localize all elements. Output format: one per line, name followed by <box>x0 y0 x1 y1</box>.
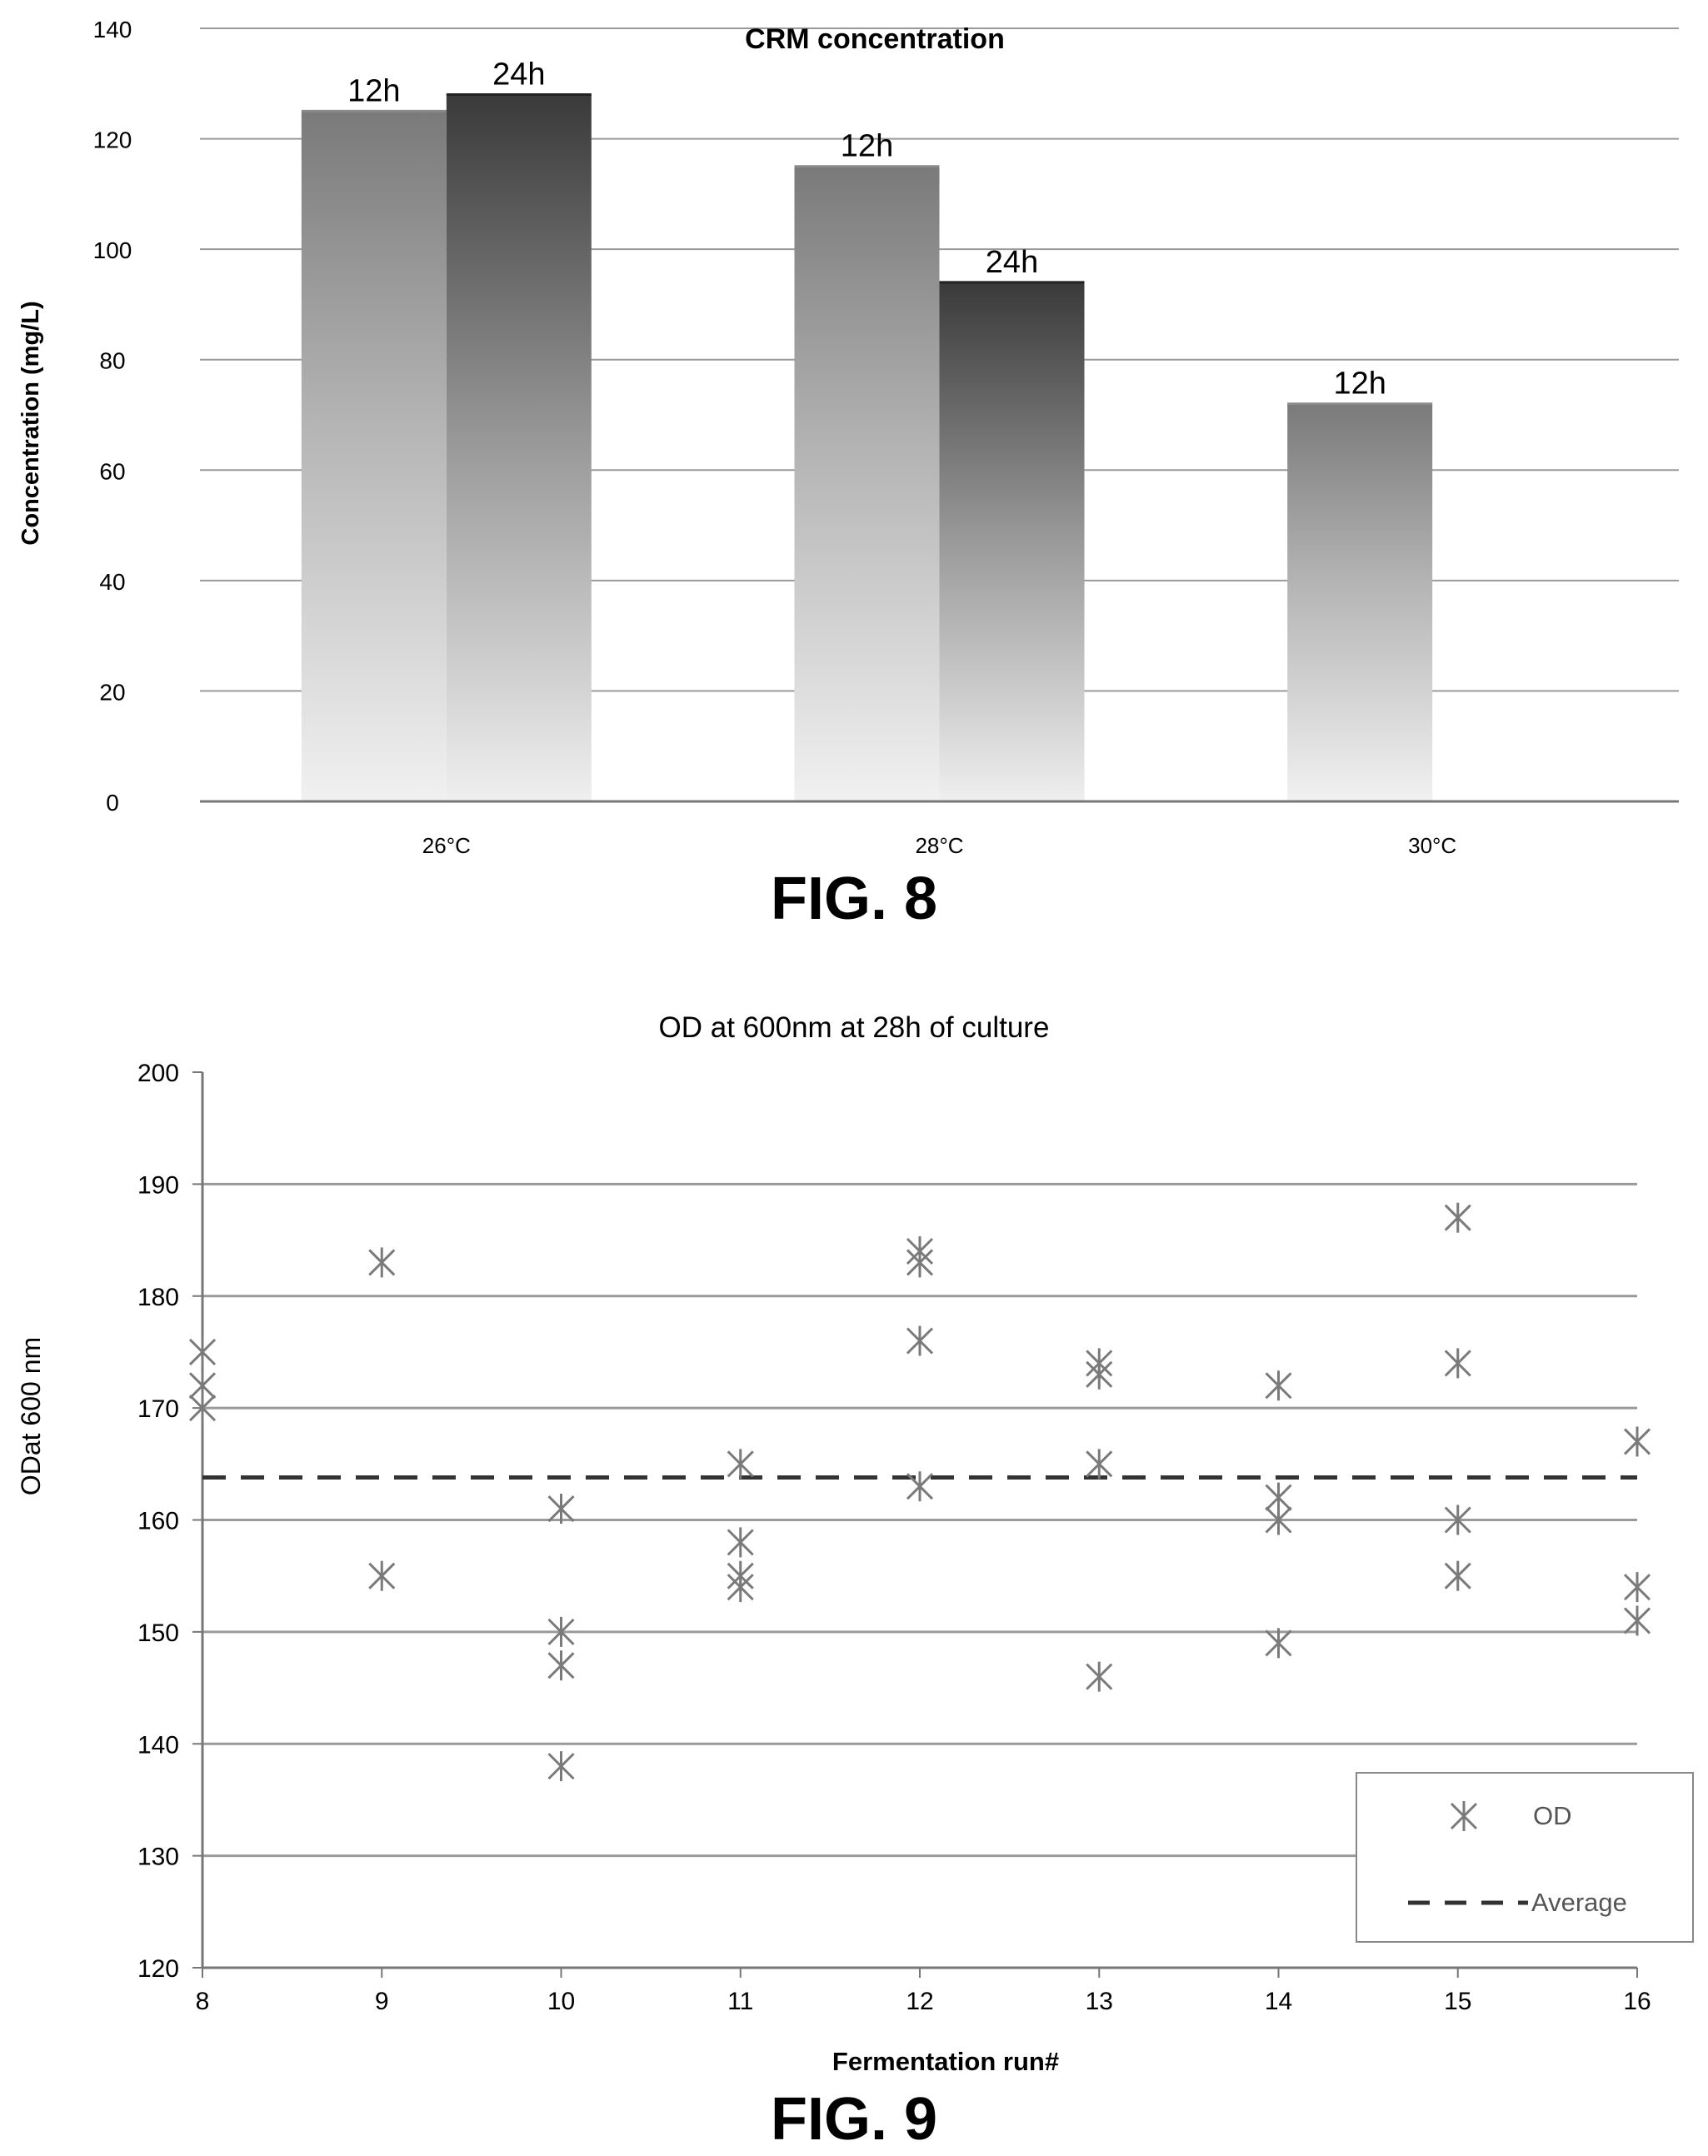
y-tick-label: 180 <box>137 1284 179 1311</box>
bar-chart-title: CRM concentration <box>745 23 1005 55</box>
y-tick-label: 170 <box>137 1395 179 1423</box>
bar <box>1287 403 1433 801</box>
od-point <box>1444 1348 1471 1379</box>
y-tick-label: 150 <box>137 1619 179 1647</box>
od-point <box>1444 1202 1471 1233</box>
od-point <box>547 1650 575 1681</box>
od-point <box>906 1471 934 1502</box>
bar-chart-axes: 0 20 40 60 80 100 120 140 26°C 28°C 30°C <box>93 17 1679 858</box>
od-point <box>727 1527 754 1558</box>
od-point <box>368 1560 396 1591</box>
bar-data-label: 24h <box>986 245 1038 280</box>
bar-data-label: 24h <box>492 57 545 92</box>
od-point <box>188 1336 217 1367</box>
y-tick-label: 140 <box>93 17 132 42</box>
od-point <box>1623 1572 1651 1603</box>
od-point <box>547 1751 575 1782</box>
od-point <box>368 1247 396 1278</box>
x-tick-label: 12 <box>906 1988 933 2015</box>
x-tick-label: 14 <box>1265 1988 1292 2015</box>
od-point <box>906 1325 934 1356</box>
figure-label-9: FIG. 9 <box>771 2086 937 2153</box>
scatter-chart: 120 130 140 150 160 170 180 190 200 8 9 10 11 12 13 14 1… <box>16 1011 1694 2153</box>
x-tick-label: 9 <box>375 1988 389 2015</box>
od-point <box>727 1449 754 1480</box>
bar-data-label: 12h <box>347 73 400 108</box>
od-point <box>1444 1560 1471 1591</box>
scatter-chart-y-axis-label: ODat 600 nm <box>16 1337 46 1495</box>
x-tick-label: 15 <box>1444 1988 1471 2015</box>
legend-box <box>1356 1772 1694 1943</box>
x-tick-label: 11 <box>727 1988 753 2015</box>
y-tick-label: 200 <box>137 1060 179 1087</box>
od-point <box>1086 1359 1113 1390</box>
x-tick-label: 13 <box>1086 1988 1113 2015</box>
legend-od-marker-shape <box>1450 1801 1478 1831</box>
x-tick-label: 28°C <box>915 833 963 858</box>
y-tick-label: 80 <box>99 348 125 374</box>
bar-data-label: 12h <box>1333 367 1386 402</box>
bar-chart-y-axis-label: Concentration (mg/L) <box>17 301 44 545</box>
scatter-chart-legend: OD Average <box>1356 1772 1694 1943</box>
od-point <box>547 1616 575 1647</box>
scatter-chart-gridlines <box>202 1182 1637 1858</box>
scatter-chart-axes: 120 130 140 150 160 170 180 190 200 8 9 10 11 12 13 14 1… <box>137 1060 1651 2015</box>
figure-label-8: FIG. 8 <box>771 866 937 932</box>
y-tick-label: 60 <box>99 458 125 484</box>
od-point <box>1265 1370 1292 1401</box>
y-tick-label: 40 <box>99 569 125 595</box>
od-point <box>1265 1505 1292 1535</box>
bar-data-label: 12h <box>841 129 893 164</box>
bar <box>939 282 1085 801</box>
od-point <box>1623 1605 1651 1636</box>
od-point <box>906 1247 934 1278</box>
od-point <box>1623 1426 1651 1457</box>
x-tick-label: 10 <box>547 1988 575 2015</box>
od-point <box>547 1494 575 1525</box>
y-tick-label: 160 <box>137 1508 179 1535</box>
od-point <box>727 1572 754 1603</box>
y-tick-label: 120 <box>93 127 132 153</box>
scatter-chart-x-axis-label: Fermentation run# <box>832 2047 1059 2076</box>
od-point <box>1086 1661 1113 1692</box>
bar <box>794 166 940 801</box>
od-point <box>188 1393 217 1424</box>
legend-od-label: OD <box>1533 1801 1572 1830</box>
x-tick-label: 8 <box>196 1988 210 2015</box>
bar-chart: 12h 24h 12h 24h 12h 0 20 40 60 80 100 120 140 26°C 28… <box>17 17 1679 932</box>
scatter-chart-title: OD at 600nm at 28h of culture <box>659 1011 1050 1044</box>
bar-chart-bars: 12h 24h 12h 24h 12h <box>301 57 1433 802</box>
scatter-chart-points <box>188 1202 1651 1782</box>
x-tick-label: 16 <box>1623 1988 1651 2015</box>
legend-average-label: Average <box>1531 1888 1627 1917</box>
od-point <box>1265 1628 1292 1659</box>
y-tick-label: 100 <box>93 237 132 263</box>
y-tick-label: 120 <box>137 1955 179 1983</box>
y-tick-label: 0 <box>106 790 119 816</box>
od-point <box>1086 1449 1113 1480</box>
legend-od-marker-icon <box>1450 1801 1478 1831</box>
y-tick-label: 190 <box>137 1171 179 1199</box>
y-tick-label: 140 <box>137 1731 179 1759</box>
y-tick-label: 20 <box>99 679 125 705</box>
y-tick-label: 130 <box>137 1844 179 1871</box>
bar <box>301 111 447 801</box>
od-point <box>1444 1505 1471 1535</box>
x-tick-label: 26°C <box>422 833 471 858</box>
x-tick-label: 30°C <box>1408 833 1456 858</box>
bar <box>446 94 592 802</box>
